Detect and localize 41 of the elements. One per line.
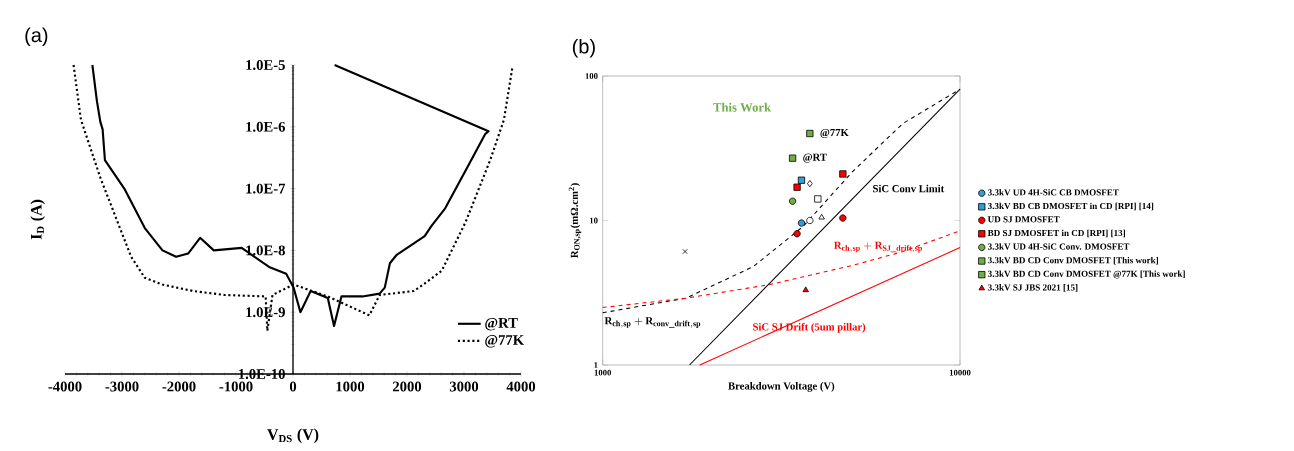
legend-label: 3.3kV UD 4H-SiC CB DMOSFET [987,189,1119,196]
y-tick-label: 1.0E-5 [246,60,285,70]
series-label: $\mathbf{R}_{\mathbf{ch,sp}} + \mathbf{R}_{\mathbf{SJ\_drift,sp}}$ [834,241,922,253]
y-axis-title: I$_{D}$ (A) [30,199,45,240]
legend-label: UD SJ DMOSFET [987,216,1060,223]
y-tick-label: 1.0E-7 [246,183,286,194]
chart-title: (a) [25,27,48,47]
x-tick-label: -3000 [105,381,139,392]
series-label: $\mathbf{R}_{\mathbf{ch,sp}} + \mathbf{R}_{\mathbf{conv\_drift,sp}}$ [604,317,701,328]
annotation: @RT [803,153,827,163]
legend-label: @77K [485,335,525,348]
x-tick-label: -4000 [48,381,82,392]
y-tick-label: 1.0E-8 [246,245,285,256]
x-tick-label: 1000 [594,369,612,376]
y-tick-label: 1 [594,362,598,368]
x-tick-label: 3000 [449,381,479,392]
legend-label: 3.3kV UD 4H-SiC Conv. DMOSFET [987,243,1130,250]
chart-title: (b) [572,38,595,58]
y-tick-label: 100 [585,73,598,79]
x-axis-title: V$_{DS}$ (V) [267,428,319,444]
x-tick-label: 2000 [392,381,422,392]
legend-label: BD SJ DMOSFET in CD [RPI] [13] [987,229,1125,238]
x-tick-label: 1000 [336,381,365,392]
x-tick-label: 4000 [506,381,536,392]
legend-label: @RT [485,317,518,331]
annotation: @77K [820,128,849,139]
legend-label: 3.3kV BD CD Conv DMOSFET @77K [This work] [987,270,1185,279]
legend-label: 3.3kV BD CD Conv DMOSFET [This work] [987,256,1158,265]
x-axis-title: Breakdown Voltage (V) [728,382,835,392]
y-tick-label: 1.0E-6 [246,121,286,132]
y-tick-label: 10 [590,217,598,224]
series-label: SiC Conv Limit [873,184,945,193]
x-tick-label: 0 [289,381,297,392]
series-label: SiC SJ Drift (5um pillar) [753,322,866,333]
legend-label: 3.3kV BD CB DMOSFET in CD [RPI] [14] [987,202,1154,211]
x-tick-label: -1000 [219,381,253,392]
x-tick-label: -2000 [162,381,196,392]
annotation: This Work [713,102,772,112]
x-tick-label: 10000 [949,369,971,376]
y-axis-title: R$_{ON,sp}$(mΩ.cm$^{2}$) [568,183,582,259]
legend-label: 3.3kV SJ JBS 2021 [15] [987,284,1078,292]
